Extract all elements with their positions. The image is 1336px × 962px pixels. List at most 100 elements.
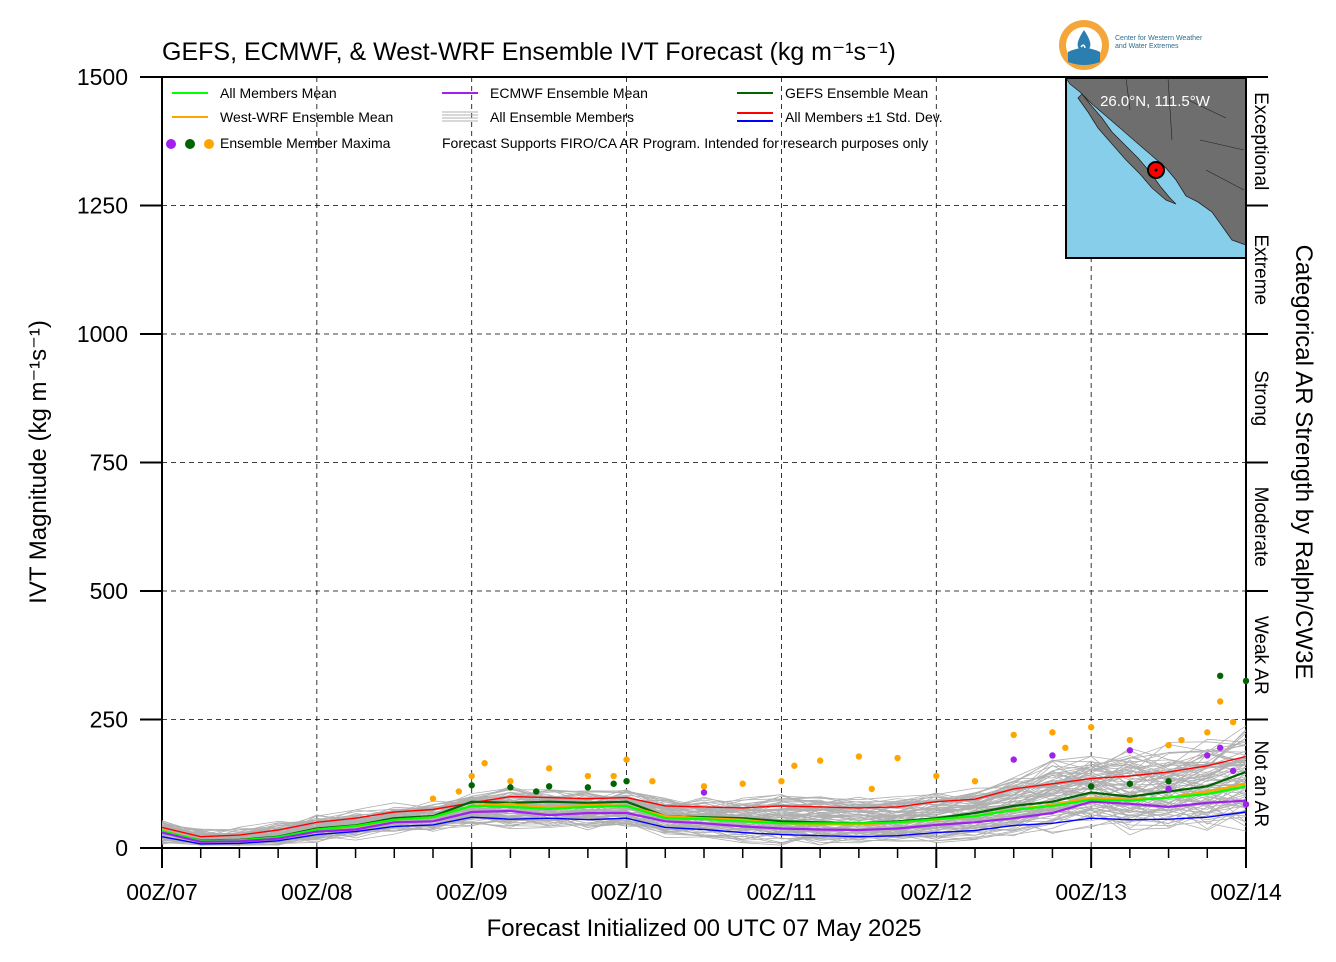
maxima-dot-wrf (429, 795, 437, 802)
inset-map-frame (1065, 77, 1247, 259)
series-line-all-members-1-std-dev (161, 755, 1247, 838)
category-label: Exceptional (1250, 92, 1271, 190)
x-tick-label: 00Z/08 (281, 879, 353, 905)
category-label: Moderate (1250, 487, 1271, 567)
maxima-dot-ecmwf (1165, 785, 1172, 793)
legend-label-ensemble: All Ensemble Members (490, 109, 634, 125)
maxima-dot-ecmwf (1010, 756, 1017, 763)
maxima-dot-wrf (1049, 729, 1056, 736)
x-axis-label: Forecast Initialized 00 UTC 07 May 2025 (487, 915, 922, 942)
x-tick-label: 00Z/07 (126, 879, 198, 905)
y-tick-label: 500 (90, 578, 128, 604)
y-tick-label: 1000 (77, 321, 128, 347)
maxima-dot-gefs (468, 782, 475, 789)
inset-map: 26.0°N, 111.5°W (1065, 77, 1247, 259)
maxima-dot-wrf (610, 772, 617, 780)
maxima-dot-wrf (700, 783, 708, 790)
maxima-dot-gefs (1242, 677, 1250, 685)
logo-line-2: and Water Extremes (1115, 43, 1179, 50)
y-tick-label: 1250 (77, 193, 128, 219)
ensemble-member-line (161, 761, 1247, 845)
legend-label-all-mean: All Members Mean (220, 85, 337, 101)
maxima-dot-wrf (1062, 744, 1069, 751)
legend-note: Forecast Supports FIRO/CA AR Program. In… (442, 135, 928, 151)
maxima-dot-wrf (1178, 736, 1185, 744)
category-layer: Not an AR Weak AR Moderate Strong Extreme Exc… (1246, 76, 1271, 827)
maxima-dot-wrf (971, 777, 979, 785)
ensemble-member-line (161, 762, 1247, 838)
maxima-dot-wrf (1204, 729, 1211, 736)
maxima-dot-gefs (533, 788, 540, 795)
maxima-dot-ecmwf (1126, 747, 1134, 754)
legend-label-wrf-mean: West-WRF Ensemble Mean (220, 109, 393, 125)
maxima-dot-ecmwf (1229, 767, 1237, 775)
inset-map-borders (1125, 77, 1245, 191)
maxima-dot-wrf (791, 762, 798, 769)
inset-map-location-center (1154, 168, 1158, 172)
maxima-dot-wrf (816, 757, 824, 764)
ensemble-member-line (161, 792, 1247, 846)
x-tick-label: 00Z/13 (1055, 879, 1127, 905)
x-tick-label: 00Z/10 (591, 879, 663, 905)
maxima-dot-gefs (507, 784, 514, 791)
maxima-dot-wrf (1087, 724, 1095, 731)
maxima-dot-wrf (855, 753, 863, 760)
series-line-all-members-mean (161, 785, 1247, 842)
maxima-dot-wrf (933, 772, 940, 780)
inset-map-mainland (1065, 77, 1247, 246)
maxima-dot-wrf (868, 785, 875, 793)
maxima-dot-wrf (778, 777, 785, 785)
maxima-dot-gefs (1087, 783, 1095, 790)
maxima-dot-wrf (545, 765, 553, 772)
y-tick-label: 250 (90, 707, 128, 733)
y-axis-label: IVT Magnitude (kg m⁻¹s⁻¹) (25, 320, 52, 604)
legend-label-ecmwf-mean: ECMWF Ensemble Mean (490, 85, 648, 101)
maxima-dot-wrf (649, 777, 656, 785)
legend-label-std: All Members ±1 Std. Dev. (785, 109, 943, 125)
ensemble-member-line (161, 809, 1247, 846)
maxima-dot-gefs (610, 780, 617, 787)
maxima-dot-wrf (739, 780, 746, 787)
legend-dot-ecmwf (166, 139, 176, 149)
maxima-dots (429, 672, 1250, 808)
ensemble-member-line (161, 741, 1247, 839)
maxima-dot-ecmwf (1204, 752, 1211, 759)
maxima-dot-gefs (1165, 777, 1172, 785)
category-label: Strong (1250, 370, 1271, 426)
ensemble-member-line (161, 800, 1247, 845)
maxima-dot-wrf (507, 777, 514, 785)
legend-label-maxima: Ensemble Member Maxima (220, 135, 391, 151)
category-label: Not an AR (1250, 740, 1271, 827)
cw3e-logo: Center for Western Weather and Water Ext… (1058, 18, 1238, 74)
legend-label-gefs-mean: GEFS Ensemble Mean (785, 85, 928, 101)
maxima-dot-ecmwf (1242, 801, 1250, 808)
legend-dot-gefs (185, 139, 195, 149)
ensemble-member-line (161, 725, 1247, 836)
maxima-dot-wrf (894, 754, 901, 762)
water-drop-icon (1059, 20, 1109, 70)
legend: All Members Mean ECMWF Ensemble Mean GEF… (166, 85, 943, 151)
category-label: Extreme (1250, 234, 1271, 305)
maxima-dot-wrf (481, 759, 488, 767)
y-tick-label: 1500 (77, 64, 128, 90)
maxima-dot-gefs (1216, 672, 1224, 680)
x-tick-label: 00Z/09 (436, 879, 508, 905)
category-label: Weak AR (1250, 616, 1271, 695)
chart-title: GEFS, ECMWF, & West-WRF Ensemble IVT For… (162, 38, 896, 66)
logo-line-1: Center for Western Weather (1115, 35, 1203, 42)
maxima-dot-gefs (623, 777, 630, 785)
maxima-dot-wrf (1165, 742, 1172, 749)
logo-text: Center for Western Weather and Water Ext… (1115, 35, 1202, 51)
maxima-dot-ecmwf (700, 789, 708, 796)
series-line-ecmwf-ensemble-mean (161, 799, 1247, 843)
x-tick-label: 00Z/12 (900, 879, 972, 905)
maxima-dot-wrf (1126, 736, 1134, 744)
maxima-dot-wrf (584, 772, 592, 780)
legend-dot-wrf (204, 139, 214, 149)
x-tick-label: 00Z/14 (1210, 879, 1282, 905)
right-axis-label: Categorical AR Strength by Ralph/CW3E (1290, 245, 1317, 680)
maxima-dot-gefs (1126, 780, 1134, 787)
y-tick-label: 0 (115, 835, 128, 861)
y-tick-label: 750 (90, 450, 128, 476)
